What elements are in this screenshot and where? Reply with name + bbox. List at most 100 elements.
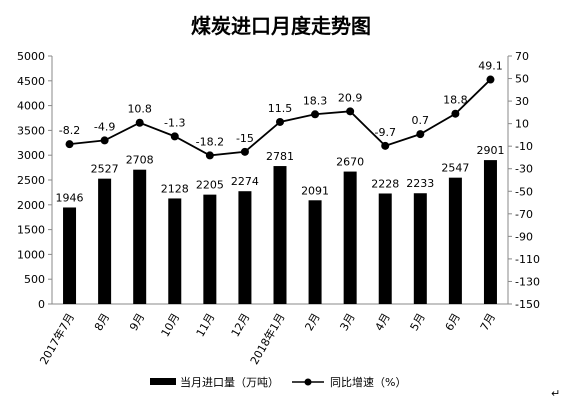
line-value-label: 49.1: [478, 60, 503, 73]
x-tick-label: 8月: [92, 311, 112, 333]
bar: [308, 200, 322, 304]
bar-series: [63, 160, 497, 304]
left-tick-label: 4000: [17, 100, 45, 113]
x-tick-label: 2018年1月: [247, 311, 288, 367]
x-tick-label: 2月: [302, 311, 322, 333]
x-tick-label: 4月: [373, 311, 393, 333]
bar-value-label: 2274: [231, 175, 259, 188]
x-tick-label: 11月: [194, 311, 218, 339]
line-point: [381, 141, 390, 150]
line-data-labels: -8.2 -4.9 10.8 -1.3 -18.2 -15 11.5 18.3 20.9 -9.7…: [59, 60, 503, 149]
line-value-label: 20.9: [338, 91, 363, 104]
bar: [413, 193, 427, 304]
bar: [273, 166, 287, 304]
bar-value-label: 2901: [476, 144, 504, 157]
right-tick-label: 70: [515, 50, 529, 63]
line-value-label: -15: [236, 132, 254, 145]
line-value-label: 10.8: [127, 103, 152, 116]
line-value-label: -9.7: [374, 126, 395, 139]
right-tick-label: -10: [515, 140, 533, 153]
line-point: [451, 109, 460, 118]
chart-title: 煤炭进口月度走势图: [191, 14, 371, 38]
line-value-label: 18.8: [443, 94, 468, 107]
legend-line-marker: [304, 378, 312, 386]
bar-value-label: 2781: [266, 150, 294, 163]
bar: [203, 194, 217, 304]
legend-bar-label: 当月进口量（万吨）: [180, 375, 279, 389]
bar-value-label: 2670: [336, 156, 364, 169]
left-tick-label: 0: [38, 298, 45, 311]
x-tick-label: 7月: [478, 311, 498, 333]
right-tick-label: -150: [515, 298, 540, 311]
line-point: [170, 132, 179, 141]
line-value-label: -8.2: [59, 124, 80, 137]
bar-value-label: 2091: [301, 184, 329, 197]
left-tick-label: 2000: [17, 199, 45, 212]
line-point: [486, 75, 495, 84]
bar: [63, 207, 77, 304]
bar-value-label: 2708: [126, 154, 154, 167]
line-series: [65, 75, 495, 160]
right-tick-label: -110: [515, 253, 540, 266]
bar: [98, 178, 112, 304]
line-value-label: 11.5: [268, 102, 293, 115]
bar-value-label: 1946: [56, 191, 84, 204]
x-tick-label: 9月: [127, 311, 147, 333]
right-tick-label: 10: [515, 118, 529, 131]
bar-value-label: 2205: [196, 179, 224, 192]
line-point: [346, 107, 355, 116]
bar: [343, 171, 357, 304]
x-tick-label: 6月: [443, 311, 463, 333]
right-y-axis: -150 -130 -110 -90 -70 -50 -30 -10 10 30 50 70: [507, 50, 540, 311]
corner-mark: ↵: [551, 387, 560, 400]
right-tick-label: 30: [515, 95, 529, 108]
line-point: [311, 110, 320, 119]
left-tick-label: 4500: [17, 75, 45, 88]
bar-value-label: 2233: [406, 177, 434, 190]
legend-bar-swatch: [150, 378, 176, 385]
line-point: [276, 117, 284, 126]
bar: [483, 160, 497, 304]
line-value-label: 0.7: [412, 114, 430, 127]
bar: [133, 169, 147, 304]
right-tick-label: -30: [515, 163, 533, 176]
left-tick-label: 500: [24, 273, 45, 286]
right-tick-label: -130: [515, 275, 540, 288]
right-tick-label: -50: [515, 185, 533, 198]
bar-value-label: 2128: [161, 182, 189, 195]
x-tick-label: 5月: [408, 311, 428, 333]
left-tick-label: 3000: [17, 149, 45, 162]
bar-value-label: 2228: [371, 177, 399, 190]
x-tick-label: 10月: [159, 311, 183, 339]
x-tick-label: 12月: [229, 311, 253, 339]
bar-value-label: 2527: [91, 163, 119, 176]
bar: [238, 191, 252, 304]
bar-data-labels: 1946 2527 2708 2128 2205 2274 2781 2091 2670 2228…: [56, 144, 505, 204]
right-tick-label: 50: [515, 73, 529, 86]
x-tick-label: 3月: [337, 311, 357, 333]
left-y-axis: 0 500 1000 1500 2000 2500 3000 3500 4000 4500 5000: [17, 50, 53, 311]
bar-value-label: 2547: [441, 162, 469, 175]
legend-line-label: 同比增速（%）: [330, 375, 406, 389]
x-tick-label: 2017年7月: [37, 311, 78, 367]
line-value-label: -1.3: [164, 116, 185, 129]
left-tick-label: 1500: [17, 224, 45, 237]
line-point: [240, 147, 249, 156]
line-point: [416, 130, 425, 139]
right-tick-label: -70: [515, 208, 533, 221]
line-value-label: -18.2: [196, 135, 224, 148]
bar: [378, 193, 392, 304]
right-tick-label: -90: [515, 230, 533, 243]
line-point: [100, 136, 109, 145]
left-tick-label: 1000: [17, 248, 45, 261]
legend: 当月进口量（万吨） 同比增速（%）: [150, 375, 406, 389]
left-tick-label: 5000: [17, 50, 45, 63]
line-value-label: -4.9: [94, 120, 115, 133]
line-point: [205, 151, 214, 160]
line-value-label: 18.3: [303, 94, 328, 107]
bar: [448, 177, 462, 304]
left-tick-label: 3500: [17, 124, 45, 137]
